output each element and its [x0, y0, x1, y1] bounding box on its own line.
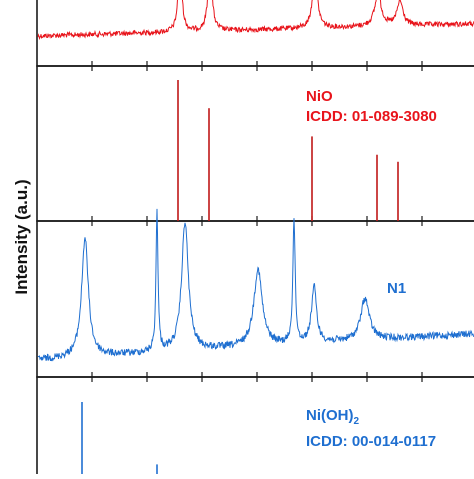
nio-label: NiO ICDD: 01-089-3080 [306, 87, 437, 127]
nioh2-icdd: ICDD: 00-014-0117 [306, 433, 437, 450]
n1-label: N1 [387, 280, 407, 297]
nio-icdd: ICDD: 01-089-3080 [306, 108, 437, 125]
n1-trace [37, 208, 474, 362]
panel-frame-4 [36, 376, 474, 479]
panel-frame-3 [36, 220, 474, 378]
nio-reference-lines [177, 80, 399, 221]
panel-frame-1 [36, 0, 474, 67]
y-axis-label: Intensity (a.u.) [12, 179, 31, 295]
nioh2-label: Ni(OH)2 ICDD: 00-014-0117 [306, 406, 436, 452]
nioh2-name: Ni(OH)2 [306, 407, 360, 427]
red-trace [37, 0, 474, 41]
nio-name: NiO [306, 88, 333, 105]
nioh2-reference-lines [81, 402, 158, 479]
